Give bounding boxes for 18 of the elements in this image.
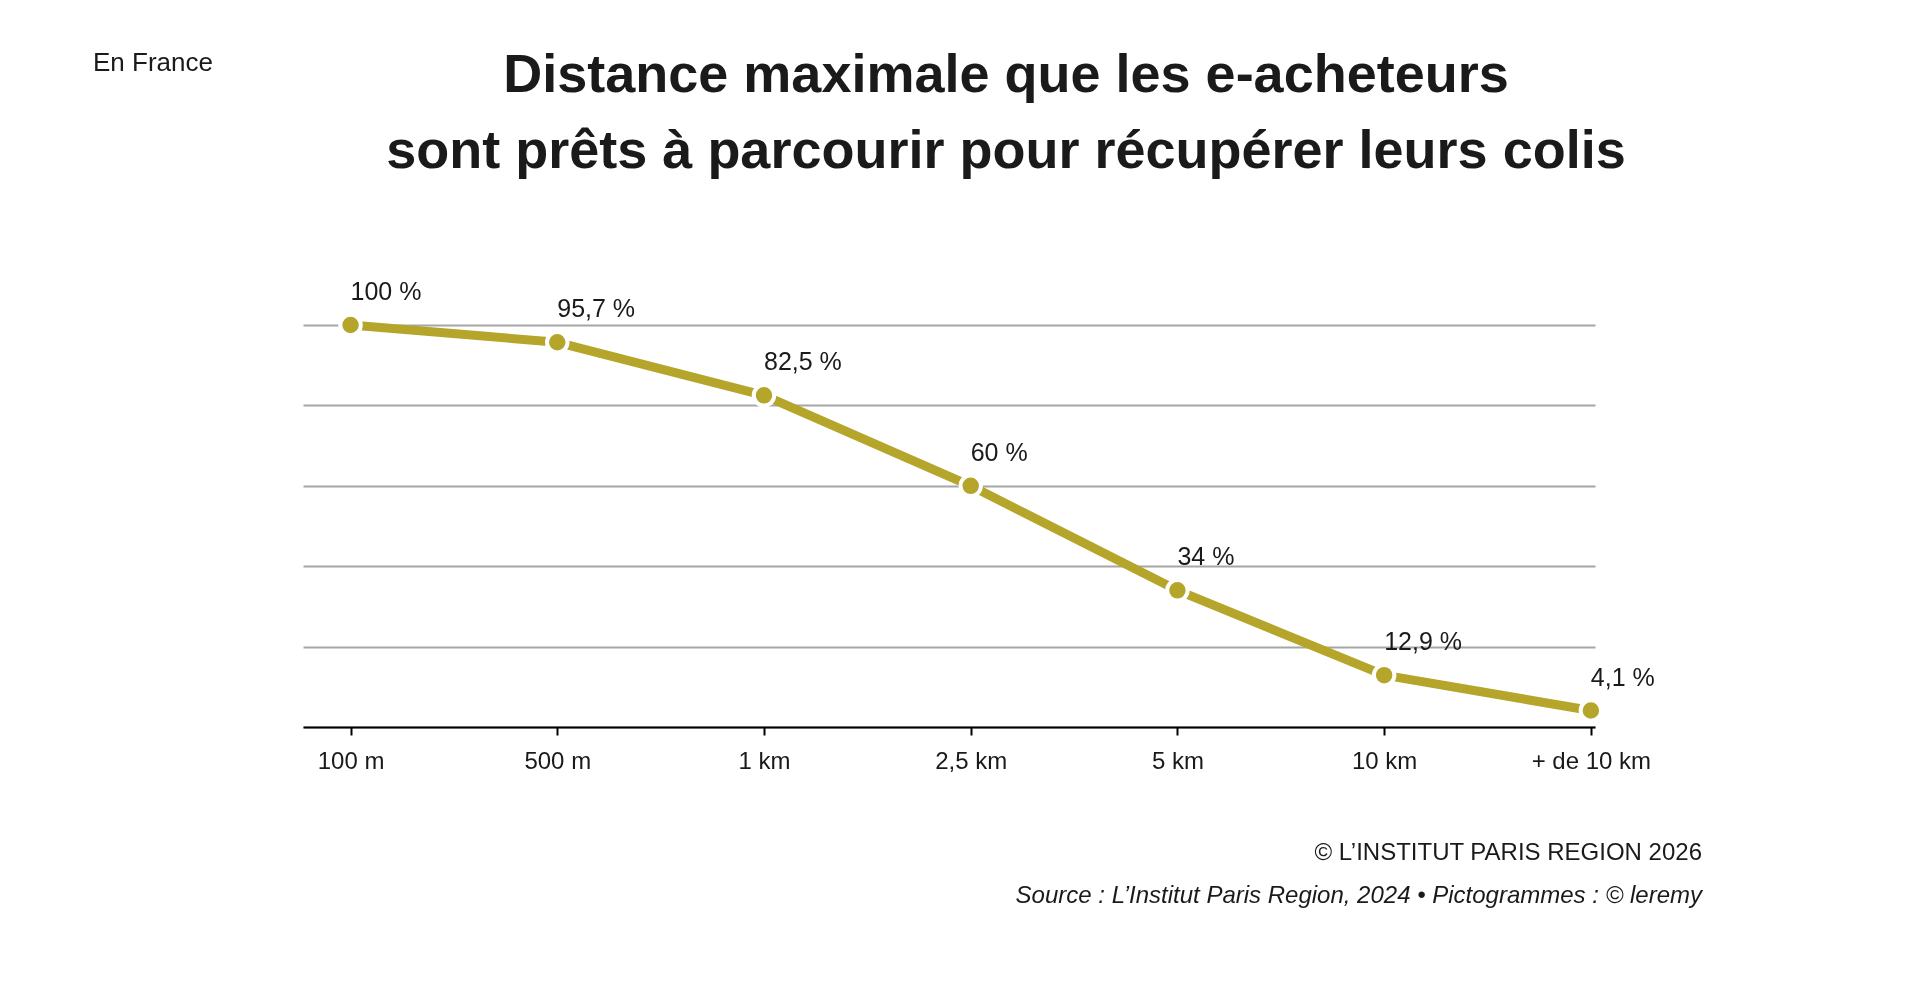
x-tick-label: 1 km [738, 746, 791, 774]
x-tick-label: 100 m [317, 746, 385, 774]
chart-title: Distance maximale que les e-acheteurs sont prêts à parcourir pour récupérer leurs colis [386, 43, 1626, 179]
x-tick-label: 5 km [1151, 746, 1204, 774]
data-label: 60 % [970, 437, 1028, 466]
data-label: 95,7 % [557, 294, 636, 323]
x-tick-label: 2,5 km [935, 746, 1008, 774]
source-note: Source : L’Institut Paris Region, 2024 • Pictogrammes : © leremy [1015, 881, 1704, 908]
x-tick-label: 10 km [1351, 746, 1418, 774]
data-label: 82,5 % [763, 347, 842, 376]
text: En France [93, 47, 213, 77]
x-tick-label: + de 10 km [1531, 746, 1652, 774]
data-label: 100 % [350, 277, 422, 305]
data-label: 34 % [1177, 542, 1235, 571]
text: © L’INSTITUT PARIS REGION 2026 [1314, 838, 1702, 865]
data-label: 12,9 % [1384, 627, 1462, 656]
x-tick-label: 500 m [524, 746, 592, 774]
data-label: 4,1 % [1590, 662, 1655, 691]
